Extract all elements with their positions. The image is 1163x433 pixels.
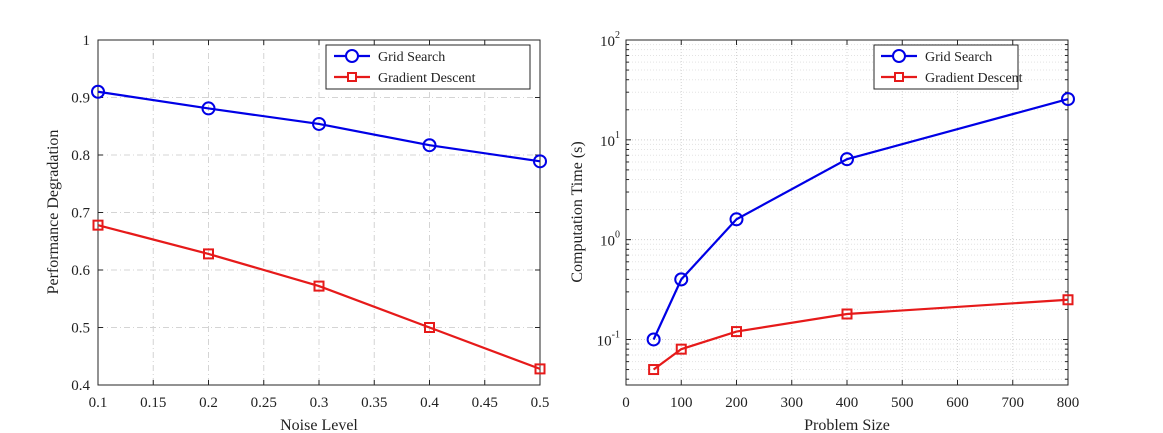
data-point-grid-search [422,138,437,153]
legend: Grid Search Gradient Descent [325,44,531,90]
y-tick-label: 102 [600,30,620,50]
data-point-grid-search [533,154,547,169]
legend-marker-gradient-descent [894,72,904,82]
data-point-grid-search [201,101,216,116]
legend-marker-grid-search [892,49,906,63]
x-tick-label: 500 [891,395,914,411]
tick-marks [97,39,541,386]
x-tick-label: 700 [1002,395,1025,411]
y-tick-label: 100 [600,230,620,250]
data-point-gradient-descent [424,322,435,333]
data-point-grid-search [840,152,854,167]
series-layer [91,84,547,375]
legend-box [325,44,531,90]
x-tick-labels: 0.1 0.15 0.2 0.25 0.3 0.35 0.4 0.45 0.5 [89,395,550,411]
x-tick-label: 0.15 [140,395,166,411]
data-point-gradient-descent [841,308,853,320]
x-tick-label: 0.2 [199,395,218,411]
series-line-grid-search [652,98,1069,340]
x-axis-label: Problem Size [804,417,890,433]
data-point-grid-search [674,272,689,287]
legend-label-grid-search: Grid Search [925,50,992,65]
data-point-grid-search [312,116,326,131]
chart-noise-level: 0.1 0.15 0.2 0.25 0.3 0.35 0.4 0.45 0.5 0.40.50.… [45,33,549,433]
x-tick-label: 200 [725,395,748,411]
y-tick-label: 0.4 [71,378,90,394]
data-point-grid-search [646,332,661,347]
legend-label-grid-search: Grid Search [378,50,445,65]
x-tick-label: 800 [1057,395,1080,411]
data-point-grid-search [1061,92,1075,107]
series-line-gradient-descent [97,224,541,370]
legend-marker-grid-search [345,49,359,63]
legend-label-gradient-descent: Gradient Descent [925,71,1023,86]
y-tick-label: 0.9 [71,91,90,107]
x-tick-label: 0.45 [472,395,498,411]
y-tick-label: 0.6 [71,263,90,279]
legend-label-gradient-descent: Gradient Descent [378,71,476,86]
data-point-gradient-descent [92,219,104,231]
x-tick-label: 0.5 [531,395,550,411]
series-layer [646,92,1075,376]
y-tick-label: 101 [600,130,620,150]
data-point-grid-search [91,84,105,99]
y-axis-label: Performance Degradation [45,130,62,295]
y-tick-label: 0.5 [71,321,90,337]
series-line-grid-search [97,90,541,163]
x-tick-label: 0 [622,395,630,411]
x-tick-label: 0.25 [251,395,277,411]
y-tick-label: 0.8 [71,148,90,164]
y-tick-label: 0.7 [71,206,90,222]
data-point-gradient-descent [1062,294,1074,306]
x-tick-label: 0.1 [89,395,108,411]
data-point-gradient-descent [534,363,546,375]
series-line-gradient-descent [652,298,1069,371]
x-tick-label: 0.3 [310,395,329,411]
data-point-gradient-descent [648,364,660,376]
legend: Grid Search Gradient Descent [873,44,1023,90]
x-tick-label: 300 [781,395,804,411]
x-tick-labels: 0 100 200 300 400 500 600 700 800 [622,395,1079,411]
x-tick-label: 100 [670,395,693,411]
data-point-gradient-descent [731,326,742,338]
data-point-gradient-descent [203,248,214,260]
x-tick-label: 400 [836,395,859,411]
y-tick-label: 1 [83,33,91,49]
data-point-gradient-descent [313,280,325,292]
x-tick-label: 0.35 [361,395,387,411]
x-tick-label: 0.4 [420,395,439,411]
x-tick-label: 600 [946,395,969,411]
y-axis-label: Computation Time (s) [569,141,586,282]
data-point-gradient-descent [675,343,687,355]
y-tick-label: 10-1 [597,329,620,349]
tick-marks [625,40,1069,385]
chart-problem-size: 0 100 200 300 400 500 600 700 800 10-1100101102 … [569,30,1079,433]
data-point-grid-search [729,212,744,227]
y-tick-labels: 10-1 100 101 102 [597,30,620,349]
x-axis-label: Noise Level [280,417,358,433]
y-tick-labels: 0.4 0.5 0.6 0.7 0.8 0.9 1 [71,33,90,394]
legend-marker-gradient-descent [347,72,357,82]
